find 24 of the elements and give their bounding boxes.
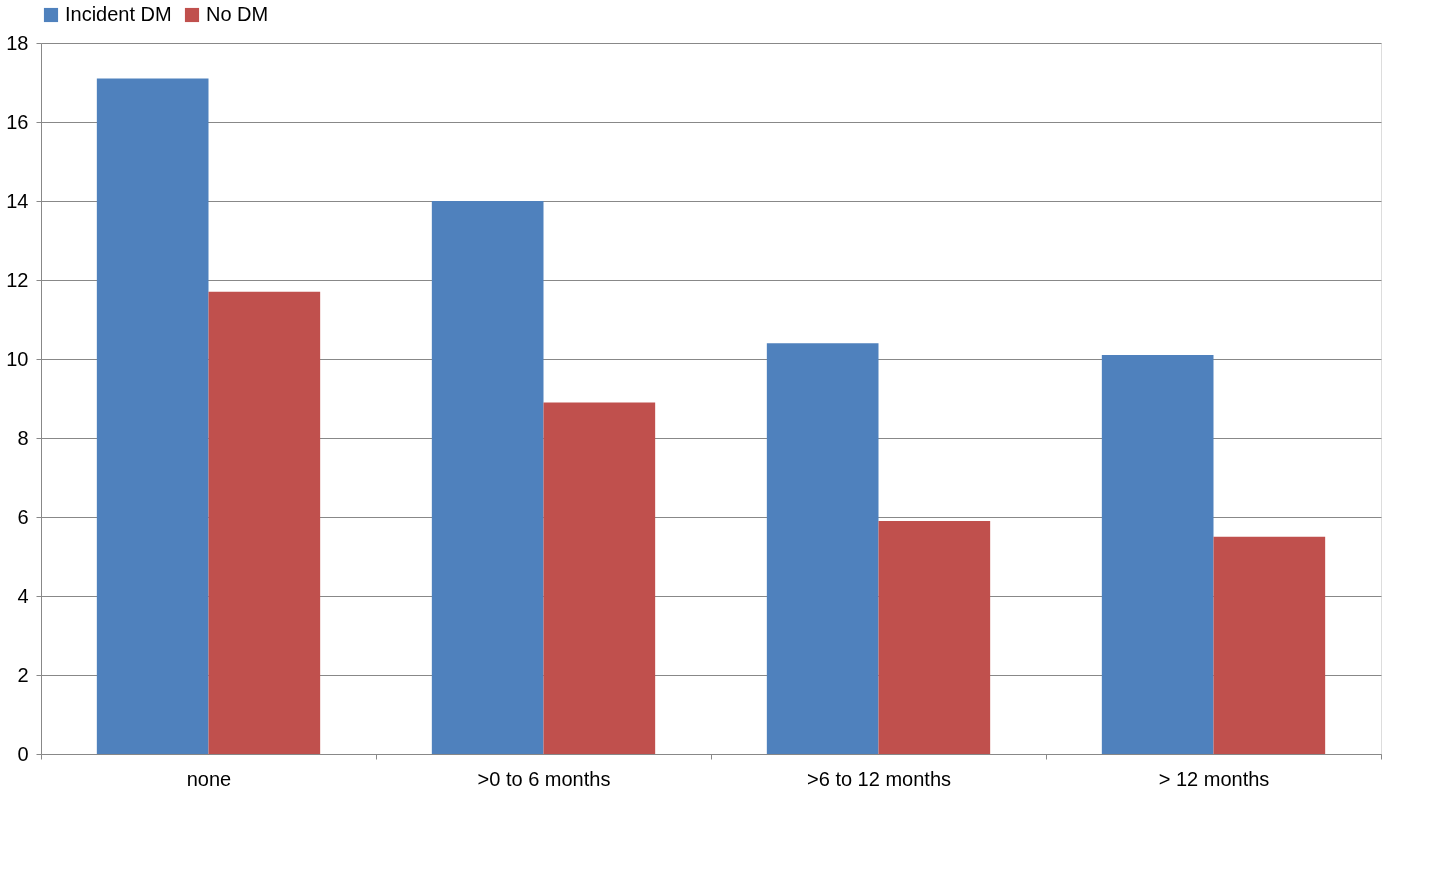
bar [1101,355,1214,754]
bar [766,343,879,754]
y-tick-label: 18 [6,31,29,54]
y-tick-label: 6 [17,505,29,528]
y-tick-label: 16 [6,110,29,133]
y-tick-label: 10 [6,347,29,370]
x-tick-label: >6 to 12 months [807,767,951,790]
y-tick-label: 4 [17,584,29,607]
bar [878,520,991,754]
y-tick-label: 2 [17,663,29,686]
legend-label: No DM [206,3,269,25]
bar [431,201,544,754]
bar [1213,536,1326,754]
bar [208,291,321,754]
x-tick-label: >0 to 6 months [477,767,611,790]
bar [543,402,656,754]
y-tick-label: 0 [17,742,29,765]
y-tick-label: 12 [6,268,29,291]
y-tick-label: 14 [6,189,29,212]
bar [96,78,209,754]
x-tick-label: none [186,767,232,790]
x-tick-label: > 12 months [1158,767,1270,790]
legend-label: Incident DM [65,3,172,25]
y-tick-label: 8 [17,426,29,449]
